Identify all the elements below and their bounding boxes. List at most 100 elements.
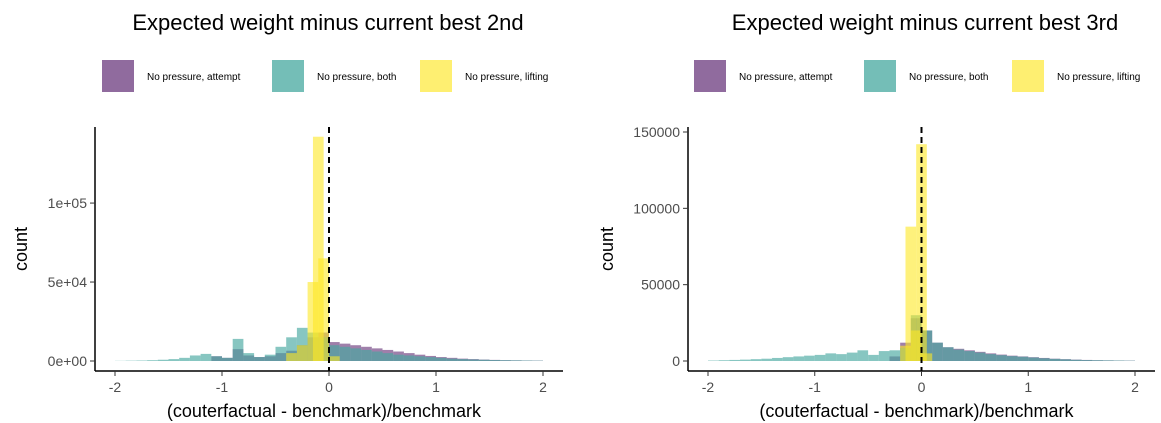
histogram-bar xyxy=(286,353,297,361)
histogram-bar xyxy=(1102,360,1114,361)
histogram-bar xyxy=(1006,356,1018,361)
legend-label: No pressure, attempt xyxy=(739,72,833,83)
histogram-bar xyxy=(350,348,362,361)
histogram-bar xyxy=(371,351,383,361)
histogram-bar xyxy=(1049,358,1061,361)
histogram-bar xyxy=(436,357,447,361)
chart-panel-2: Expected weight minus current best 3rd No… xyxy=(597,10,1155,421)
x-tick-label: 1 xyxy=(1024,379,1032,395)
legend-label: No pressure, both xyxy=(909,72,989,83)
histogram-bar xyxy=(846,352,858,361)
histogram-bar xyxy=(147,360,158,361)
series-lifting xyxy=(286,136,340,361)
y-tick-label: 0 xyxy=(672,353,680,369)
histogram-bar xyxy=(264,354,276,361)
histogram-bar xyxy=(1028,357,1039,361)
histogram-bar xyxy=(878,351,890,361)
legend-item: No pressure, lifting xyxy=(1012,60,1140,92)
legend-label: No pressure, both xyxy=(317,72,397,83)
y-tick-label: 150000 xyxy=(633,124,680,140)
histogram-bar xyxy=(1092,360,1103,361)
histogram-bar xyxy=(457,359,469,361)
histogram-bar xyxy=(510,360,522,361)
histogram-bar xyxy=(814,354,826,361)
histogram-bar xyxy=(393,354,404,361)
histogram-bar xyxy=(761,358,773,361)
histogram-bar xyxy=(953,349,965,361)
histogram-bar xyxy=(804,355,815,361)
x-tick-label: 1 xyxy=(432,379,440,395)
histogram-bar xyxy=(329,356,340,361)
histogram-bar xyxy=(868,354,879,361)
histogram-bar xyxy=(189,355,201,361)
legend-swatch xyxy=(864,60,896,92)
histogram-bar xyxy=(179,357,190,361)
histogram-bar xyxy=(168,359,180,361)
histogram-bar xyxy=(1081,360,1093,361)
histogram-bar xyxy=(921,330,933,361)
x-tick-label: -1 xyxy=(809,379,822,395)
x-axis-title: (couterfactual - benchmark)/benchmark xyxy=(167,401,482,421)
histogram-bar xyxy=(382,353,394,361)
histogram-bar xyxy=(857,350,869,361)
histogram-bar xyxy=(296,327,308,361)
legend-swatch xyxy=(272,60,304,92)
histogram-bar xyxy=(500,360,511,361)
legend-label: No pressure, attempt xyxy=(147,72,241,83)
histogram-bar xyxy=(889,350,901,361)
histogram-bar xyxy=(446,358,458,361)
histogram-bar xyxy=(414,356,426,361)
histogram-bar xyxy=(1038,358,1050,361)
legend-swatch xyxy=(102,60,134,92)
x-tick-label: -2 xyxy=(702,379,715,395)
histogram-bar xyxy=(772,357,783,361)
histogram-bar xyxy=(1070,359,1082,361)
y-tick-label: 50000 xyxy=(641,277,680,293)
legend-swatch xyxy=(1012,60,1044,92)
x-axis-title: (couterfactual - benchmark)/benchmark xyxy=(759,401,1074,421)
histogram-bar xyxy=(232,338,244,361)
histogram-bar xyxy=(425,357,436,361)
histogram-bar xyxy=(329,345,340,361)
histogram-bar xyxy=(750,359,762,361)
histogram-bar xyxy=(403,355,415,361)
histogram-bar xyxy=(296,345,308,361)
x-tick-label: -1 xyxy=(216,379,229,395)
chart-panel-1: Expected weight minus current best 2nd No… xyxy=(11,10,563,421)
legend-item: No pressure, both xyxy=(272,60,397,92)
histogram-bar xyxy=(318,258,329,361)
histogram-bar xyxy=(825,353,837,361)
histogram-bar xyxy=(985,354,997,361)
legend-swatch xyxy=(420,60,452,92)
histogram-bar xyxy=(361,349,372,361)
histogram-bar xyxy=(793,356,805,361)
histogram-bar xyxy=(942,347,954,361)
histogram-bar xyxy=(200,353,212,361)
x-tick-label: 2 xyxy=(1131,379,1139,395)
histogram-bar xyxy=(782,357,794,361)
chart-title: Expected weight minus current best 2nd xyxy=(132,10,523,35)
histogram-bar xyxy=(312,136,324,361)
histogram-bar xyxy=(1060,359,1071,361)
histogram-bar xyxy=(157,359,169,361)
x-tick-label: 0 xyxy=(918,379,926,395)
y-tick-label: 5e+04 xyxy=(48,274,88,290)
histogram-bar xyxy=(1017,356,1029,361)
y-axis-title: count xyxy=(597,227,617,271)
histogram-bar xyxy=(468,359,479,361)
y-axis-title: count xyxy=(11,227,31,271)
histogram-bar xyxy=(932,342,943,361)
histogram-bar xyxy=(489,360,501,361)
histogram-bar xyxy=(964,351,975,361)
histogram-bar xyxy=(836,354,847,361)
histogram-bar xyxy=(905,226,917,361)
legend-label: No pressure, lifting xyxy=(465,72,548,83)
histogram-bar xyxy=(921,353,933,361)
y-tick-label: 0e+00 xyxy=(48,353,88,369)
histogram-bar xyxy=(222,357,233,361)
histogram-bar xyxy=(286,337,297,361)
legend-item: No pressure, lifting xyxy=(420,60,548,92)
histogram-bar xyxy=(339,346,351,361)
legend-swatch xyxy=(694,60,726,92)
